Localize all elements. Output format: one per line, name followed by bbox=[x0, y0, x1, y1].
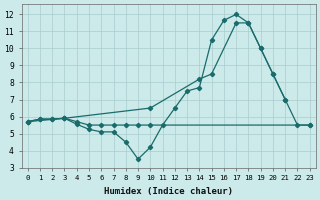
X-axis label: Humidex (Indice chaleur): Humidex (Indice chaleur) bbox=[104, 187, 233, 196]
